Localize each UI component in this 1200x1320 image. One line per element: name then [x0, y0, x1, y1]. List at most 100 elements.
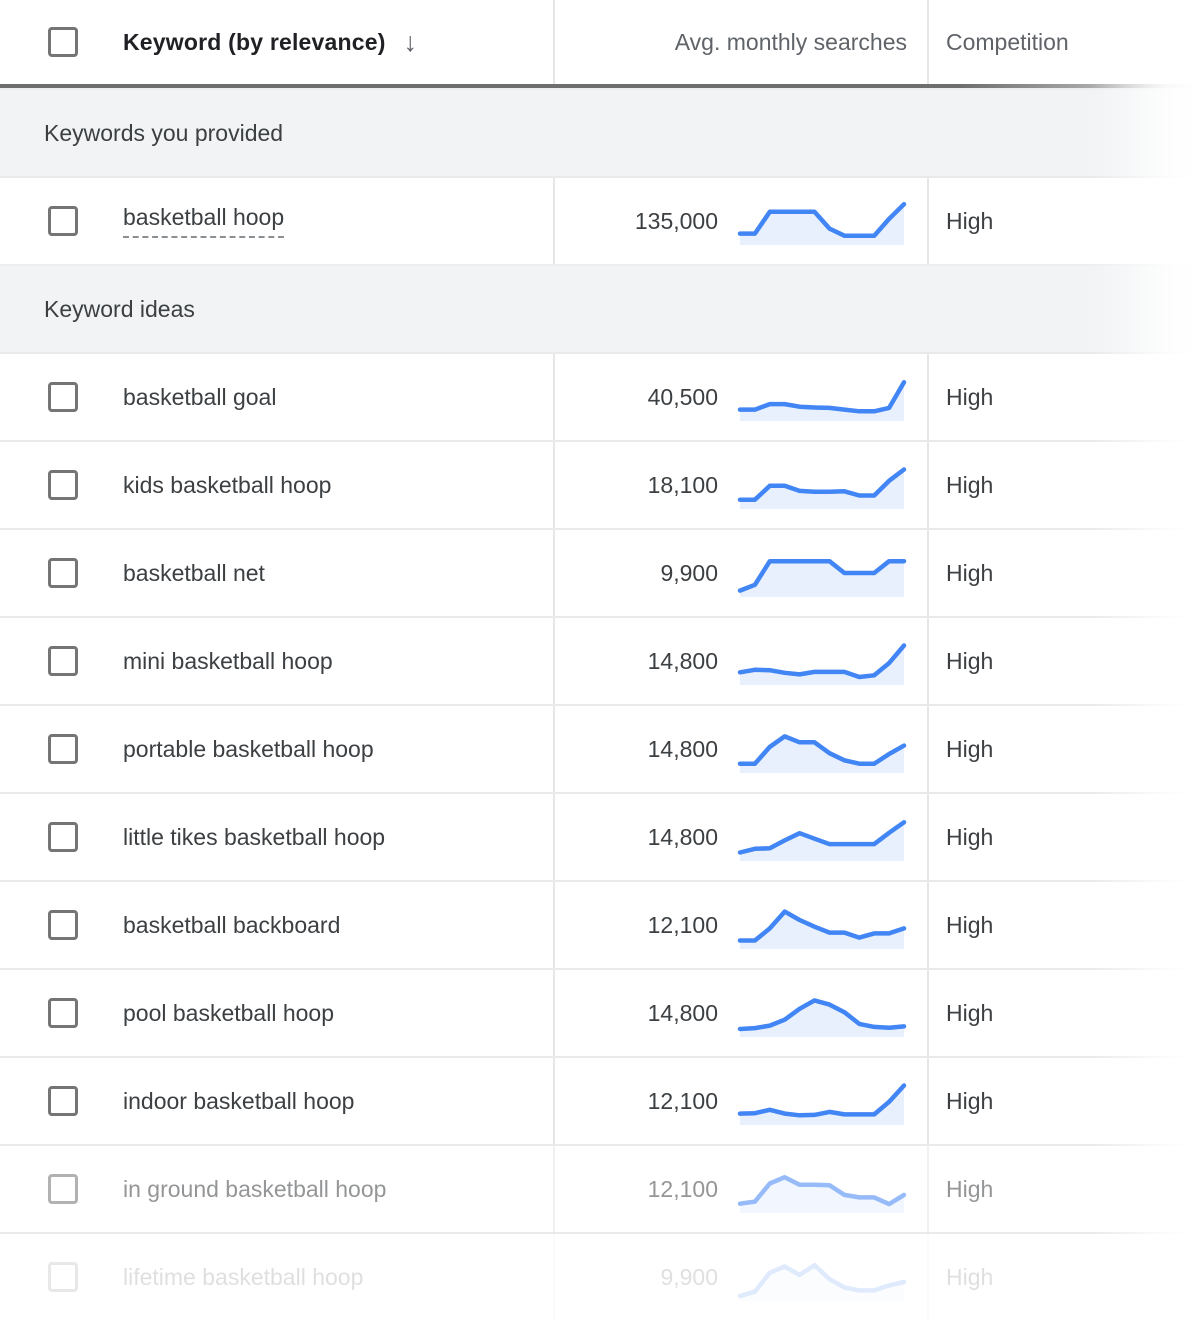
header-cell-keyword: Keyword (by relevance) ↓ [0, 0, 553, 84]
competition-value: High [946, 647, 994, 674]
keyword-row-content: basketball backboard 12,100 High [0, 882, 1200, 968]
competition-value: High [946, 383, 994, 410]
keyword-row-content: portable basketball hoop 14,800 High [0, 706, 1200, 792]
cell-searches: 9,900 [553, 530, 927, 616]
cell-searches: 9,900 [553, 1234, 927, 1320]
sort-descending-icon[interactable]: ↓ [403, 26, 418, 57]
cell-keyword: basketball backboard [0, 882, 553, 968]
keyword-text: kids basketball hoop [123, 471, 332, 498]
header-divider [0, 84, 1200, 88]
cell-keyword: portable basketball hoop [0, 706, 553, 792]
keyword-checkbox[interactable] [48, 734, 78, 764]
cell-searches: 12,100 [553, 882, 927, 968]
keyword-row: mini basketball hoop 14,800 High [0, 616, 1200, 704]
keyword-row: portable basketball hoop 14,800 High [0, 704, 1200, 792]
keyword-text[interactable]: basketball hoop [123, 204, 285, 238]
searches-value: 9,900 [660, 559, 718, 586]
keyword-text: lifetime basketball hoop [123, 1263, 364, 1290]
competition-value: High [946, 1263, 994, 1290]
cell-competition: High [927, 1058, 1200, 1144]
trend-sparkline-chart [737, 201, 907, 245]
keyword-row: pool basketball hoop 14,800 High [0, 968, 1200, 1056]
keyword-text: indoor basketball hoop [123, 1087, 355, 1114]
keyword-checkbox[interactable] [48, 910, 78, 940]
header-cell-competition[interactable]: Competition [927, 0, 1200, 84]
keyword-row: indoor basketball hoop 12,100 High [0, 1056, 1200, 1144]
cell-competition: High [927, 706, 1200, 792]
searches-value: 18,100 [647, 471, 718, 498]
keyword-row-content: mini basketball hoop 14,800 High [0, 618, 1200, 704]
keyword-row: basketball goal 40,500 High [0, 352, 1200, 440]
keyword-checkbox[interactable] [48, 558, 78, 588]
keyword-row-content: indoor basketball hoop 12,100 High [0, 1058, 1200, 1144]
keyword-row-content: lifetime basketball hoop 9,900 High [0, 1234, 1200, 1320]
keyword-text: little tikes basketball hoop [123, 823, 386, 850]
cell-searches: 40,500 [553, 354, 927, 440]
keyword-row: basketball backboard 12,100 High [0, 880, 1200, 968]
keyword-text: pool basketball hoop [123, 999, 334, 1026]
keyword-checkbox[interactable] [48, 646, 78, 676]
keyword-checkbox[interactable] [48, 1086, 78, 1116]
column-header-keyword[interactable]: Keyword (by relevance) [123, 28, 386, 55]
keyword-checkbox[interactable] [48, 470, 78, 500]
cell-competition: High [927, 178, 1200, 264]
cell-searches: 12,100 [553, 1058, 927, 1144]
competition-value: High [946, 559, 994, 586]
cell-searches: 18,100 [553, 442, 927, 528]
column-header-competition: Competition [946, 28, 1069, 55]
keyword-checkbox[interactable] [48, 1174, 78, 1204]
trend-sparkline-chart [737, 643, 907, 685]
table-header-row: Keyword (by relevance) ↓ Avg. monthly se… [0, 0, 1200, 84]
trend-sparkline-chart [737, 820, 907, 861]
keyword-checkbox[interactable] [48, 206, 78, 236]
keyword-checkbox[interactable] [48, 822, 78, 852]
keyword-checkbox[interactable] [48, 382, 78, 412]
trend-sparkline-chart [737, 734, 907, 773]
keyword-row-content: little tikes basketball hoop 14,800 High [0, 794, 1200, 880]
column-header-searches: Avg. monthly searches [674, 28, 907, 55]
keyword-text: in ground basketball hoop [123, 1175, 387, 1202]
keyword-text: basketball net [123, 559, 265, 586]
keyword-text: portable basketball hoop [123, 735, 374, 762]
keyword-row-content: pool basketball hoop 14,800 High [0, 970, 1200, 1056]
cell-keyword: lifetime basketball hoop [0, 1234, 553, 1320]
competition-value: High [946, 1087, 994, 1114]
cell-keyword: indoor basketball hoop [0, 1058, 553, 1144]
cell-searches: 14,800 [553, 618, 927, 704]
trend-sparkline-chart [737, 909, 907, 949]
cell-keyword: basketball hoop [0, 178, 553, 264]
cell-keyword: basketball goal [0, 354, 553, 440]
keyword-row-content: in ground basketball hoop 12,100 High [0, 1146, 1200, 1232]
keyword-row: basketball hoop 135,000 High [0, 176, 1200, 264]
trend-sparkline-chart [737, 1262, 907, 1301]
cell-searches: 14,800 [553, 706, 927, 792]
select-all-checkbox[interactable] [48, 27, 78, 57]
searches-value: 12,100 [647, 1087, 718, 1114]
header-cell-searches[interactable]: Avg. monthly searches [553, 0, 927, 84]
cell-competition: High [927, 530, 1200, 616]
keyword-row-content: kids basketball hoop 18,100 High [0, 442, 1200, 528]
trend-sparkline-chart [737, 558, 907, 597]
cell-competition: High [927, 618, 1200, 704]
keyword-row: in ground basketball hoop 12,100 High [0, 1144, 1200, 1232]
keyword-row-content: basketball hoop 135,000 High [0, 178, 1200, 264]
trend-sparkline-chart [737, 1083, 907, 1125]
keyword-checkbox[interactable] [48, 998, 78, 1028]
searches-value: 12,100 [647, 1175, 718, 1202]
keyword-checkbox[interactable] [48, 1262, 78, 1292]
trend-sparkline-chart [737, 998, 907, 1037]
searches-value: 135,000 [634, 207, 718, 234]
keyword-text: basketball backboard [123, 911, 341, 938]
cell-competition: High [927, 442, 1200, 528]
trend-sparkline-chart [737, 467, 907, 509]
section-label: Keyword ideas [44, 295, 195, 322]
searches-value: 12,100 [647, 911, 718, 938]
section-label: Keywords you provided [44, 119, 284, 146]
cell-keyword: kids basketball hoop [0, 442, 553, 528]
competition-value: High [946, 1175, 994, 1202]
cell-searches: 135,000 [553, 178, 927, 264]
cell-keyword: mini basketball hoop [0, 618, 553, 704]
trend-sparkline-chart [737, 380, 907, 421]
competition-value: High [946, 207, 994, 234]
